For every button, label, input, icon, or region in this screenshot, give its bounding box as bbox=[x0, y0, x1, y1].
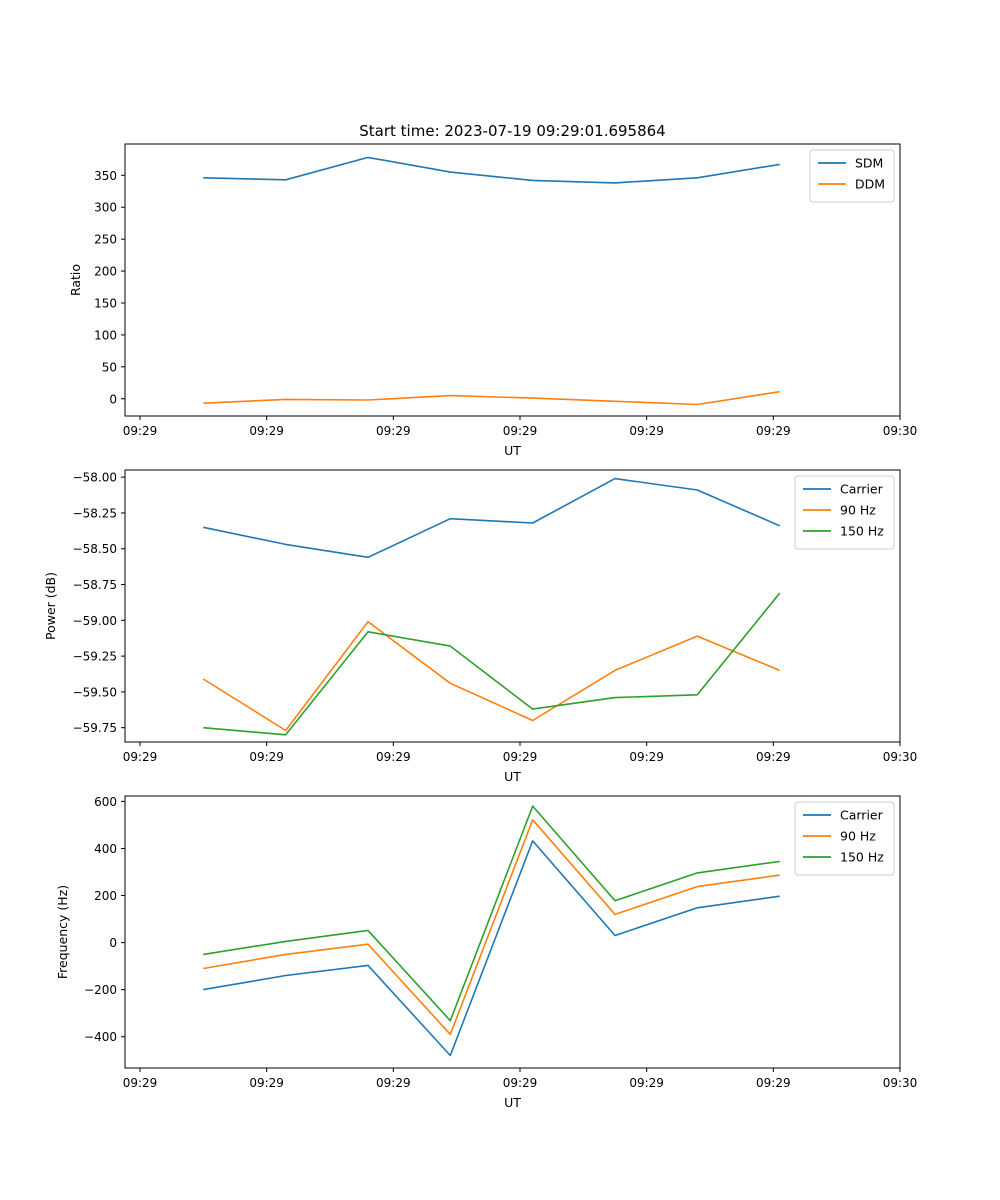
y-tick-label: −59.00 bbox=[73, 614, 117, 628]
axes-frame bbox=[124, 795, 901, 1069]
legend-entry: 150 Hz bbox=[840, 524, 884, 539]
series-line-150-hz bbox=[203, 592, 781, 736]
axes-2: 09:29 09:29 09:29 09:29 09:29 09:29 09:30 −58.0… bbox=[43, 469, 918, 784]
x-tick-label: 09:29 bbox=[503, 424, 538, 438]
x-tick-label: 09:29 bbox=[629, 750, 664, 764]
y-axis-label: Power (dB) bbox=[43, 572, 58, 640]
y-tick-label: 600 bbox=[94, 795, 117, 809]
y-tick-label: 0 bbox=[109, 936, 117, 950]
series-line-150-hz bbox=[203, 805, 780, 1022]
y-tick-label: −59.50 bbox=[73, 685, 117, 699]
legend-entry: Carrier bbox=[840, 808, 884, 823]
y-tick-label: −59.75 bbox=[73, 721, 117, 735]
y-axis-label: Frequency (Hz) bbox=[55, 885, 70, 979]
y-tick-label: 400 bbox=[94, 842, 117, 856]
legend-entry: 90 Hz bbox=[840, 503, 876, 518]
y-tick-label: −400 bbox=[84, 1030, 117, 1044]
x-tick-label: 09:29 bbox=[756, 424, 791, 438]
series-line-90-hz bbox=[202, 620, 781, 732]
x-tick-label: 09:30 bbox=[883, 424, 918, 438]
x-tick-label: 09:29 bbox=[123, 1076, 158, 1090]
legend-entry: Carrier bbox=[840, 482, 884, 497]
series-line-ddm bbox=[203, 390, 780, 406]
legend-entry: 150 Hz bbox=[840, 850, 884, 865]
x-tick-label: 09:29 bbox=[376, 424, 411, 438]
legend: Carrier 90 Hz 150 Hz bbox=[794, 475, 895, 550]
x-tick-label: 09:29 bbox=[249, 750, 284, 764]
axes-frame bbox=[124, 143, 901, 417]
y-tick-label: 300 bbox=[94, 201, 117, 215]
series-line-90-hz bbox=[203, 818, 780, 1036]
y-tick-label: 200 bbox=[94, 265, 117, 279]
legend-entry: DDM bbox=[855, 177, 885, 192]
legend-entry: SDM bbox=[855, 156, 883, 171]
x-tick-label: 09:29 bbox=[756, 750, 791, 764]
series-line-carrier bbox=[203, 477, 781, 559]
figure-title: Start time: 2023-07-19 09:29:01.695864 bbox=[359, 122, 665, 140]
axes-root: 09:29 09:29 09:29 09:29 09:29 09:29 09:30 0 50 10… bbox=[43, 143, 918, 1110]
y-tick-label: 250 bbox=[94, 233, 117, 247]
y-tick-label: −58.25 bbox=[73, 506, 117, 520]
x-tick-label: 09:29 bbox=[123, 750, 158, 764]
axes-frame bbox=[124, 469, 901, 743]
y-tick-label: −58.50 bbox=[73, 542, 117, 556]
x-axis-label: UT bbox=[504, 1095, 521, 1110]
y-tick-label: 50 bbox=[102, 360, 117, 374]
x-tick-label: 09:29 bbox=[756, 1076, 791, 1090]
x-tick-label: 09:29 bbox=[249, 424, 284, 438]
x-axis-label: UT bbox=[504, 769, 521, 784]
x-tick-label: 09:29 bbox=[249, 1076, 284, 1090]
legend-entry: 90 Hz bbox=[840, 829, 876, 844]
y-tick-label: −58.75 bbox=[73, 578, 117, 592]
y-tick-label: 150 bbox=[94, 296, 117, 310]
x-tick-label: 09:30 bbox=[883, 750, 918, 764]
series-line-sdm bbox=[203, 156, 780, 184]
x-axis-label: UT bbox=[504, 443, 521, 458]
axes-1: 09:29 09:29 09:29 09:29 09:29 09:29 09:30 0 50 10… bbox=[68, 143, 918, 458]
y-tick-label: 100 bbox=[94, 328, 117, 342]
series-line-carrier bbox=[203, 840, 780, 1057]
x-tick-label: 09:29 bbox=[629, 424, 664, 438]
y-tick-label: −59.25 bbox=[73, 650, 117, 664]
x-tick-label: 09:29 bbox=[376, 1076, 411, 1090]
y-tick-label: −58.00 bbox=[73, 471, 117, 485]
y-axis-label: Ratio bbox=[68, 264, 83, 296]
x-tick-label: 09:29 bbox=[503, 750, 538, 764]
x-tick-label: 09:29 bbox=[376, 750, 411, 764]
y-tick-label: 0 bbox=[109, 392, 117, 406]
y-tick-label: 200 bbox=[94, 889, 117, 903]
x-tick-label: 09:30 bbox=[883, 1076, 918, 1090]
y-tick-label: −200 bbox=[84, 983, 117, 997]
x-tick-label: 09:29 bbox=[123, 424, 158, 438]
y-tick-label: 350 bbox=[94, 169, 117, 183]
legend: SDM DDM bbox=[809, 149, 895, 203]
x-tick-label: 09:29 bbox=[503, 1076, 538, 1090]
legend: Carrier 90 Hz 150 Hz bbox=[794, 801, 895, 876]
axes-3: 09:29 09:29 09:29 09:29 09:29 09:29 09:30 −400 −… bbox=[55, 795, 917, 1110]
x-tick-label: 09:29 bbox=[629, 1076, 664, 1090]
